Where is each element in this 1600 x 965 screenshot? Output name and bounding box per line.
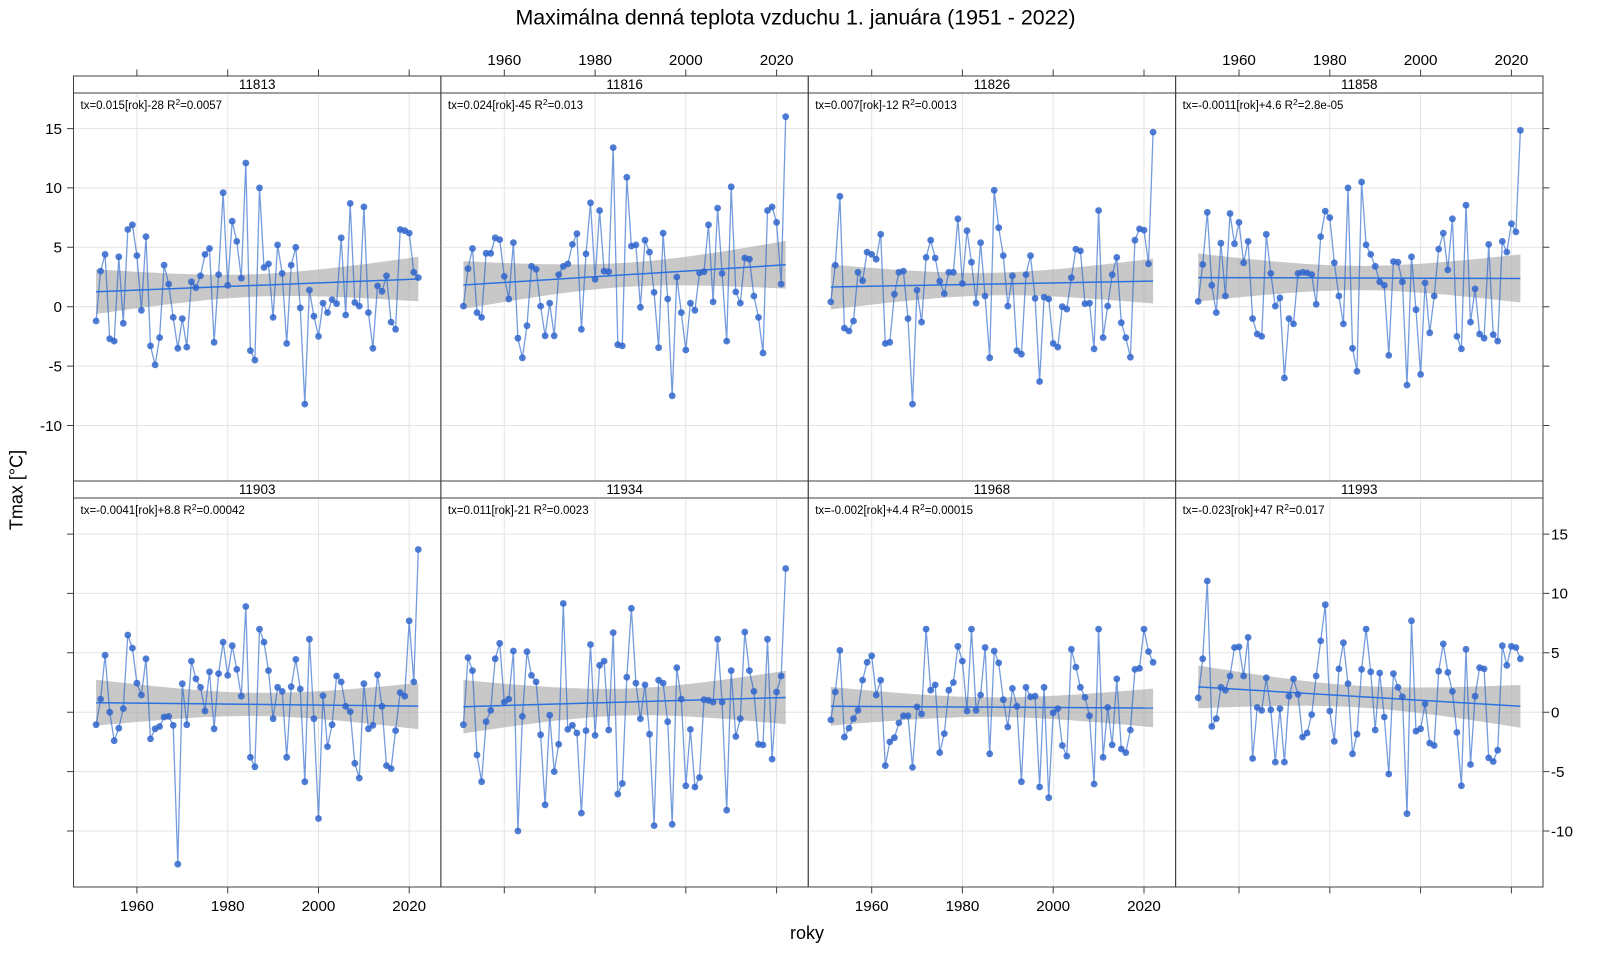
svg-text:11813: 11813: [239, 77, 276, 92]
svg-text:2000: 2000: [302, 898, 336, 915]
svg-text:tx=0.024[rok]-45 R2=0.013: tx=0.024[rok]-45 R2=0.013: [448, 97, 583, 112]
svg-text:11826: 11826: [974, 77, 1011, 92]
svg-text:tx=0.015[rok]-28 R2=0.0057: tx=0.015[rok]-28 R2=0.0057: [81, 97, 223, 112]
svg-text:tx=-0.0041[rok]+8.8 R2=0.00042: tx=-0.0041[rok]+8.8 R2=0.00042: [81, 502, 245, 517]
svg-text:1960: 1960: [487, 52, 521, 69]
svg-text:15: 15: [1551, 526, 1568, 543]
svg-text:2000: 2000: [669, 52, 703, 69]
svg-text:tx=0.011[rok]-21 R2=0.0023: tx=0.011[rok]-21 R2=0.0023: [448, 502, 589, 517]
svg-text:10: 10: [1551, 586, 1568, 603]
svg-text:15: 15: [45, 121, 62, 138]
svg-text:0: 0: [54, 299, 62, 316]
svg-text:11903: 11903: [239, 482, 276, 497]
svg-text:Maximálna denná teplota vzduch: Maximálna denná teplota vzduchu 1. januá…: [515, 5, 1075, 29]
svg-text:1980: 1980: [946, 898, 980, 915]
svg-text:5: 5: [54, 240, 62, 257]
svg-text:1960: 1960: [1222, 52, 1256, 69]
svg-text:2020: 2020: [1495, 52, 1529, 69]
svg-text:10: 10: [45, 180, 62, 197]
svg-text:11968: 11968: [974, 482, 1011, 497]
svg-text:tx=-0.002[rok]+4.4 R2=0.00015: tx=-0.002[rok]+4.4 R2=0.00015: [815, 502, 973, 517]
svg-text:2020: 2020: [760, 52, 794, 69]
svg-text:-5: -5: [48, 358, 62, 375]
svg-text:2000: 2000: [1036, 898, 1070, 915]
svg-text:1960: 1960: [120, 898, 154, 915]
svg-text:2020: 2020: [1127, 898, 1161, 915]
svg-text:Tmax [°C]: Tmax [°C]: [7, 450, 27, 530]
svg-text:11858: 11858: [1341, 77, 1378, 92]
svg-text:1980: 1980: [1313, 52, 1347, 69]
svg-text:5: 5: [1551, 645, 1559, 662]
svg-text:11934: 11934: [606, 482, 643, 497]
svg-text:-10: -10: [1551, 823, 1573, 840]
svg-text:-10: -10: [40, 418, 62, 435]
svg-text:2000: 2000: [1404, 52, 1438, 69]
svg-text:1980: 1980: [578, 52, 612, 69]
svg-text:1960: 1960: [855, 898, 889, 915]
svg-text:-5: -5: [1551, 764, 1565, 781]
svg-text:11993: 11993: [1341, 482, 1378, 497]
svg-text:2020: 2020: [392, 898, 426, 915]
svg-text:tx=-0.023[rok]+47 R2=0.017: tx=-0.023[rok]+47 R2=0.017: [1183, 502, 1325, 517]
svg-text:roky: roky: [790, 923, 824, 943]
svg-text:tx=0.007[rok]-12 R2=0.0013: tx=0.007[rok]-12 R2=0.0013: [815, 97, 957, 112]
svg-text:1980: 1980: [211, 898, 245, 915]
svg-text:11816: 11816: [606, 77, 643, 92]
svg-text:tx=-0.0011[rok]+4.6 R2=2.8e-05: tx=-0.0011[rok]+4.6 R2=2.8e-05: [1183, 97, 1344, 112]
svg-text:0: 0: [1551, 705, 1559, 722]
